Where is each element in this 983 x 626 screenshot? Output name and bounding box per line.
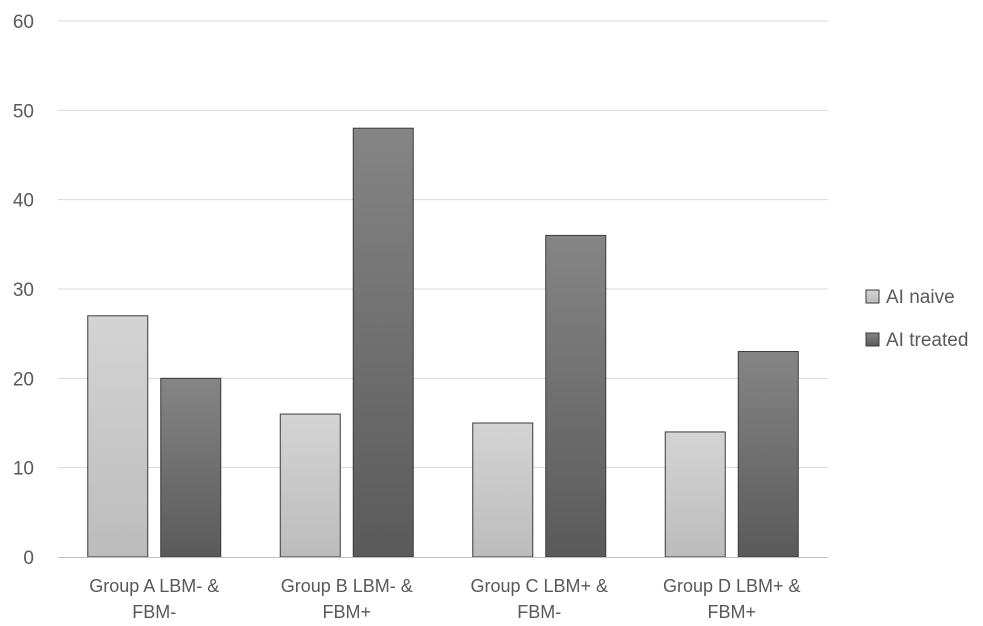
bar-ai-treated	[160, 377, 222, 558]
bar-ai-naive	[279, 413, 341, 558]
x-category-label: Group B LBM- & FBM+	[281, 576, 413, 622]
y-tick-label: 30	[13, 280, 34, 301]
x-axis: Group A LBM- & FBM- Group B LBM- & FBM+ Grou…	[58, 557, 828, 622]
x-category-label: Group A LBM- & FBM-	[89, 576, 219, 622]
y-tick-label: 50	[13, 101, 34, 122]
bar-ai-treated	[737, 351, 799, 558]
legend-swatch	[865, 332, 880, 347]
y-tick-label: 0	[23, 548, 34, 569]
y-tick-label: 60	[13, 12, 34, 33]
x-category-label: Group C LBM+ & FBM-	[470, 576, 608, 622]
legend-label: AI treated	[886, 330, 968, 351]
y-tick-label: 10	[13, 459, 34, 480]
legend-swatch	[865, 289, 880, 304]
legend-label: AI naive	[886, 287, 955, 308]
y-tick-label: 40	[13, 191, 34, 212]
bar-ai-naive	[87, 315, 149, 558]
bar-ai-treated	[545, 234, 607, 558]
bar-ai-treated	[352, 127, 414, 558]
bars	[87, 127, 799, 558]
bar-ai-naive	[472, 422, 534, 558]
y-tick-label: 20	[13, 369, 34, 390]
legend: AI naive AI treated	[865, 287, 968, 351]
x-category-label: Group D LBM+ & FBM+	[663, 576, 801, 622]
bar-ai-naive	[664, 431, 726, 558]
y-axis-tick-labels: 0 10 20 30 40 50 60	[13, 12, 34, 569]
